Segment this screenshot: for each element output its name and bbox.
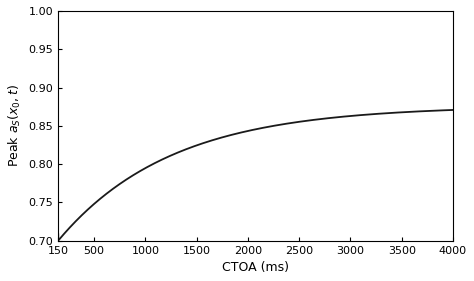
X-axis label: CTOA (ms): CTOA (ms) [222,261,289,274]
Y-axis label: Peak $a_S(x_0, t)$: Peak $a_S(x_0, t)$ [7,84,23,167]
